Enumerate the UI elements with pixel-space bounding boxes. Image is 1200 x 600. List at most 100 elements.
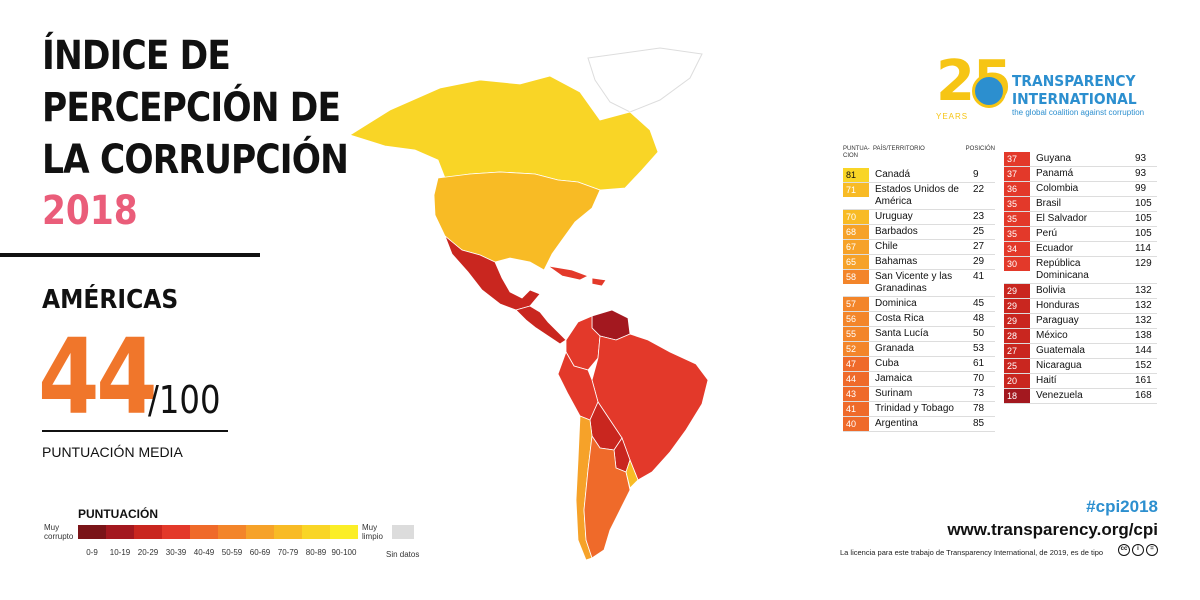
country-cell: El Salvador bbox=[1036, 213, 1088, 224]
table-row: 44 Jamaica 70 bbox=[843, 372, 995, 387]
hashtag-link[interactable]: #cpi2018 bbox=[1086, 497, 1158, 516]
title-block: ÍNDICE DE PERCEPCIÓN DE LA CORRUPCIÓN 20… bbox=[42, 30, 349, 236]
globe-icon bbox=[972, 74, 1006, 108]
rank-cell: 61 bbox=[973, 358, 985, 369]
country-cell: Uruguay bbox=[875, 211, 913, 222]
header-country: PAÍS/TERRITORIO bbox=[873, 146, 925, 152]
rank-cell: 25 bbox=[973, 226, 985, 237]
legend-left-label-line1: Muy bbox=[44, 523, 60, 532]
table-row: 40 Argentina 85 bbox=[843, 417, 995, 432]
rank-cell: 114 bbox=[1135, 243, 1151, 254]
rank-cell: 132 bbox=[1135, 300, 1152, 311]
country-cell: Barbados bbox=[875, 226, 918, 237]
country-cell: Jamaica bbox=[875, 373, 913, 384]
rank-cell: 93 bbox=[1135, 168, 1147, 179]
title-divider bbox=[0, 253, 260, 257]
logo-tagline: the global coalition against corruption bbox=[1012, 108, 1145, 117]
rank-cell: 138 bbox=[1135, 330, 1152, 341]
country-cell: Bolivia bbox=[1036, 285, 1066, 296]
country-cell: Argentina bbox=[875, 418, 918, 429]
rank-cell: 22 bbox=[973, 184, 985, 195]
country-cell: Costa Rica bbox=[875, 313, 924, 324]
table-row: 43 Surinam 73 bbox=[843, 387, 995, 402]
website-link[interactable]: www.transparency.org/cpi bbox=[947, 520, 1158, 539]
logo-years-label: YEARS bbox=[936, 112, 969, 121]
page-title-line-2: PERCEPCIÓN DE bbox=[42, 85, 341, 131]
table-row: 47 Cuba 61 bbox=[843, 357, 995, 372]
score-cell: 18 bbox=[1004, 389, 1030, 403]
rank-cell: 70 bbox=[973, 373, 985, 384]
rank-cell: 48 bbox=[973, 313, 985, 324]
rank-cell: 45 bbox=[973, 298, 985, 309]
table-row: 56 Costa Rica 48 bbox=[843, 312, 995, 327]
rank-cell: 85 bbox=[973, 418, 985, 429]
table-row: 28 México 138 bbox=[1004, 329, 1157, 344]
legend-no-data-label: Sin datos bbox=[386, 550, 420, 559]
table-row: 29 Paraguay 132 bbox=[1004, 314, 1157, 329]
country-cell: Granada bbox=[875, 343, 914, 354]
legend-swatch bbox=[162, 525, 190, 539]
score-cell: 55 bbox=[843, 327, 869, 341]
table-row: 81 Canadá 9 bbox=[843, 168, 995, 183]
table-row: 34 Ecuador 114 bbox=[1004, 242, 1157, 257]
country-cell: San Vicente y las Granadinas bbox=[875, 271, 953, 294]
table-row: 18 Venezuela 168 bbox=[1004, 389, 1157, 404]
average-score-max: /100 bbox=[148, 378, 221, 422]
legend-swatch bbox=[190, 525, 218, 539]
score-divider bbox=[42, 430, 228, 432]
score-cell: 40 bbox=[843, 417, 869, 431]
legend-right-label: Muy limpio bbox=[362, 523, 383, 541]
country-cell: República Dominicana bbox=[1036, 258, 1089, 281]
country-cell: Estados Unidos de América bbox=[875, 184, 959, 207]
score-cell: 28 bbox=[1004, 329, 1030, 343]
americas-map bbox=[349, 47, 709, 561]
ranking-table-right: 37 Guyana 93 37 Panamá 93 36 Colombia 99 35 Brasil… bbox=[1004, 152, 1157, 404]
legend-tick-label: 60-69 bbox=[249, 548, 271, 557]
map-uruguay bbox=[625, 458, 639, 489]
country-cell: Canadá bbox=[875, 169, 911, 180]
score-cell: 37 bbox=[1004, 152, 1030, 166]
country-cell: Venezuela bbox=[1036, 390, 1083, 401]
rank-cell: 73 bbox=[973, 388, 985, 399]
score-cell: 29 bbox=[1004, 314, 1030, 328]
average-score-caption: PUNTUACIÓN MEDIA bbox=[42, 444, 183, 460]
legend-tick-label: 30-39 bbox=[165, 548, 187, 557]
rank-cell: 41 bbox=[973, 271, 985, 282]
rank-cell: 9 bbox=[973, 169, 979, 180]
average-score: 44 bbox=[38, 316, 158, 438]
score-cell: 58 bbox=[843, 270, 869, 284]
table-row: 29 Bolivia 132 bbox=[1004, 284, 1157, 299]
header-score: PUNTUA- CION bbox=[843, 146, 870, 159]
score-cell: 41 bbox=[843, 402, 869, 416]
page-title-year: 2018 bbox=[42, 188, 138, 234]
country-cell: Guyana bbox=[1036, 153, 1072, 164]
legend-no-data-swatch bbox=[392, 525, 414, 539]
map-mexico bbox=[444, 234, 541, 311]
rank-cell: 144 bbox=[1135, 345, 1152, 356]
map-greenland bbox=[587, 47, 703, 113]
score-cell: 52 bbox=[843, 342, 869, 356]
attribution-icon: i bbox=[1132, 544, 1144, 556]
country-cell: Brasil bbox=[1036, 198, 1062, 209]
table-row: 71 Estados Unidos de América 22 bbox=[843, 183, 995, 210]
rank-cell: 23 bbox=[973, 211, 985, 222]
legend-right-label-line2: limpio bbox=[362, 532, 383, 541]
rank-cell: 129 bbox=[1135, 258, 1152, 269]
legend-swatch bbox=[330, 525, 358, 539]
rank-cell: 168 bbox=[1135, 390, 1152, 401]
score-cell: 37 bbox=[1004, 167, 1030, 181]
table-header: PUNTUA- CION PAÍS/TERRITORIO POSICIÓN bbox=[843, 146, 995, 168]
country-cell: México bbox=[1036, 330, 1068, 341]
legend-tick-label: 70-79 bbox=[277, 548, 299, 557]
legend-color-scale bbox=[78, 525, 358, 539]
map-argentina bbox=[583, 434, 631, 559]
country-cell: Haití bbox=[1036, 375, 1057, 386]
rank-cell: 29 bbox=[973, 256, 985, 267]
score-cell: 43 bbox=[843, 387, 869, 401]
legend-tick-label: 80-89 bbox=[305, 548, 327, 557]
table-row: 65 Bahamas 29 bbox=[843, 255, 995, 270]
logo-name-line1: TRANSPARENCY bbox=[1012, 72, 1136, 90]
rank-cell: 78 bbox=[973, 403, 985, 414]
legend-swatch bbox=[218, 525, 246, 539]
legend-swatch bbox=[274, 525, 302, 539]
